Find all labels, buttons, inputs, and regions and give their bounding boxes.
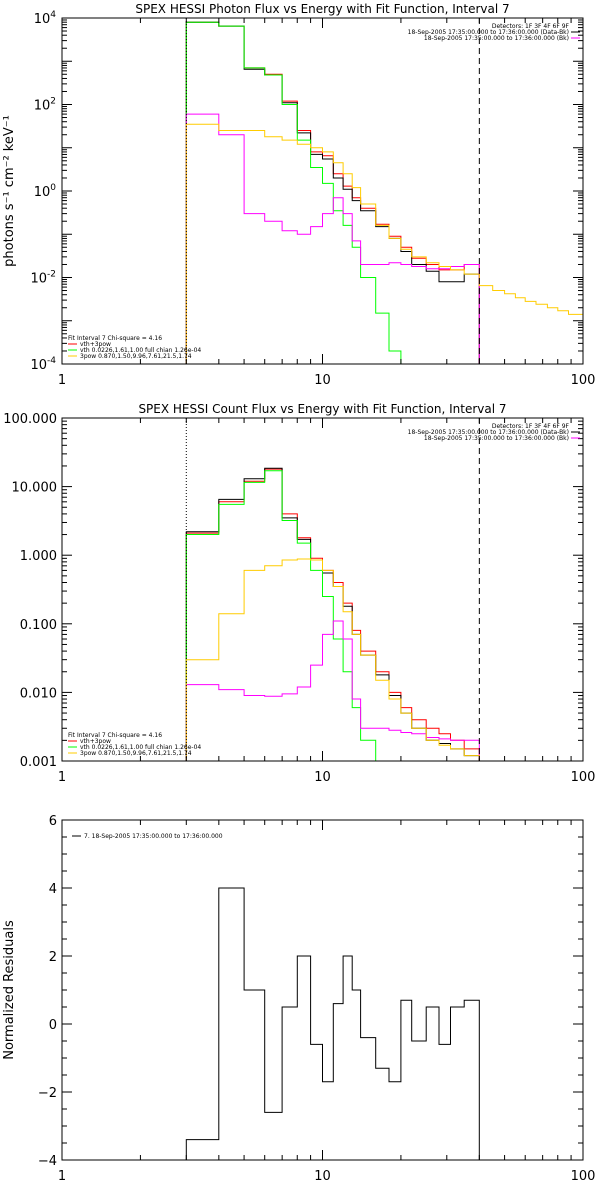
y-tick-label: 0.010 bbox=[20, 686, 57, 701]
y-tick-base: 10 bbox=[30, 272, 47, 287]
chart-title: SPEX HESSI Photon Flux vs Energy with Fi… bbox=[135, 2, 509, 16]
plot-frame bbox=[61, 819, 584, 1161]
y-tick-exponent: 0 bbox=[50, 183, 56, 193]
x-tick-label: 100 bbox=[571, 770, 596, 785]
y-tick-label: 104 bbox=[34, 10, 57, 27]
x-tick-label: 100 bbox=[571, 1169, 596, 1184]
legend-entry-label: 7. 18-Sep-2005 17:35:00.000 to 17:36:00.… bbox=[84, 833, 223, 840]
legend-entry-label: vth+3pow bbox=[80, 738, 111, 745]
series-line-4 bbox=[185, 620, 480, 761]
series-line-4 bbox=[185, 113, 480, 364]
legend-bottom-left: Fit Interval 7 Chi-square = 4.16vth+3pow… bbox=[68, 335, 201, 360]
legend-entry-label: vth+3pow bbox=[80, 341, 111, 348]
legend-bottom-left: Fit Interval 7 Chi-square = 4.16vth+3pow… bbox=[68, 732, 201, 757]
y-tick-exponent: 4 bbox=[50, 10, 56, 20]
y-tick-label: 6 bbox=[49, 814, 57, 829]
chart-panel-1: SPEX HESSI Photon Flux vs Energy with Fi… bbox=[2, 2, 595, 388]
y-axis-label: photons s⁻¹ cm⁻² keV⁻¹ bbox=[2, 115, 17, 267]
y-tick-label: 100.000 bbox=[3, 412, 57, 427]
legend-entry-label: vth 0.0226,1.61,1.00 full chian 1.26e-04 bbox=[80, 744, 201, 751]
y-tick-label: 10-4 bbox=[30, 356, 56, 373]
y-tick-label: 10.000 bbox=[12, 481, 58, 496]
chart-panel-2: SPEX HESSI Count Flux vs Energy with Fit… bbox=[3, 402, 595, 785]
y-tick-base: 10 bbox=[34, 185, 51, 200]
chart-panel-3: 1 10 100 −4 −2 0 2 4 6 Normalized Residuals 7. 18-… bbox=[2, 814, 595, 1184]
legend-entry-label: 18-Sep-2005 17:35:00.000 to 17:36:00.000… bbox=[424, 435, 569, 442]
x-tick-label: 1 bbox=[58, 373, 66, 388]
y-tick-label: 1.000 bbox=[20, 549, 57, 564]
legend-entry-label: 3pow 0.870,1.50,9.96,7.61,21.5,1.74 bbox=[80, 353, 192, 360]
legend-entry-label: 18-Sep-2005 17:35:00.000 to 17:36:00.000… bbox=[424, 35, 569, 42]
y-tick-base: 10 bbox=[30, 358, 47, 373]
series-group bbox=[185, 21, 583, 364]
y-tick-label: 100 bbox=[34, 183, 57, 200]
x-tick-label: 10 bbox=[314, 770, 331, 785]
y-tick-label: 102 bbox=[34, 97, 56, 114]
y-tick-base: 10 bbox=[34, 12, 51, 27]
y-axis-label: Normalized Residuals bbox=[2, 920, 17, 1060]
y-tick-label: −4 bbox=[38, 1154, 57, 1169]
y-tick-exponent: 2 bbox=[50, 97, 56, 107]
x-tick-label: 100 bbox=[571, 373, 596, 388]
chart-title: SPEX HESSI Count Flux vs Energy with Fit… bbox=[138, 402, 506, 416]
x-tick-label: 1 bbox=[58, 770, 66, 785]
series-group bbox=[185, 887, 480, 1160]
x-tick-label: 10 bbox=[314, 373, 331, 388]
series-line-3 bbox=[185, 470, 377, 761]
legend-top-left: 7. 18-Sep-2005 17:35:00.000 to 17:36:00.… bbox=[72, 833, 223, 840]
y-tick-label: 0.001 bbox=[20, 755, 57, 770]
legend-header: Fit Interval 7 Chi-square = 4.16 bbox=[68, 335, 162, 342]
y-tick-exponent: -2 bbox=[47, 270, 56, 280]
series-line-5 bbox=[185, 558, 494, 761]
y-tick-label: 10-2 bbox=[30, 270, 56, 287]
y-tick-exponent: -4 bbox=[47, 356, 56, 366]
y-tick-label: 4 bbox=[49, 882, 57, 897]
legend-entry-label: 3pow 0.870,1.50,9.96,7.61,21.5,1.74 bbox=[80, 750, 192, 757]
legend-header: Detectors: 1F 3F 4F 6F 9F bbox=[492, 23, 570, 30]
y-tick-label: 0 bbox=[49, 1018, 57, 1033]
legend-entry-label: 18-Sep-2005 17:35:00.000 to 17:36:00.000… bbox=[408, 29, 569, 36]
legend-entry-label: 18-Sep-2005 17:35:00.000 to 17:36:00.000… bbox=[408, 429, 569, 436]
x-tick-label: 1 bbox=[58, 1169, 66, 1184]
y-tick-label: 2 bbox=[49, 950, 57, 965]
legend-entry-label: vth 0.0226,1.61,1.00 full chian 1.26e-04 bbox=[80, 347, 201, 354]
y-tick-base: 10 bbox=[34, 99, 51, 114]
plot-frame bbox=[61, 17, 584, 365]
y-tick-label: −2 bbox=[38, 1086, 57, 1101]
y-tick-label: 0.100 bbox=[20, 618, 57, 633]
x-tick-label: 10 bbox=[314, 1169, 331, 1184]
series-group bbox=[185, 467, 494, 761]
series-line-5 bbox=[185, 123, 583, 364]
legend-header: Fit Interval 7 Chi-square = 4.16 bbox=[68, 732, 162, 739]
legend-header: Detectors: 1F 3F 4F 6F 9F bbox=[492, 423, 570, 430]
series-line-1 bbox=[185, 887, 480, 1160]
series-line-3 bbox=[185, 21, 402, 364]
